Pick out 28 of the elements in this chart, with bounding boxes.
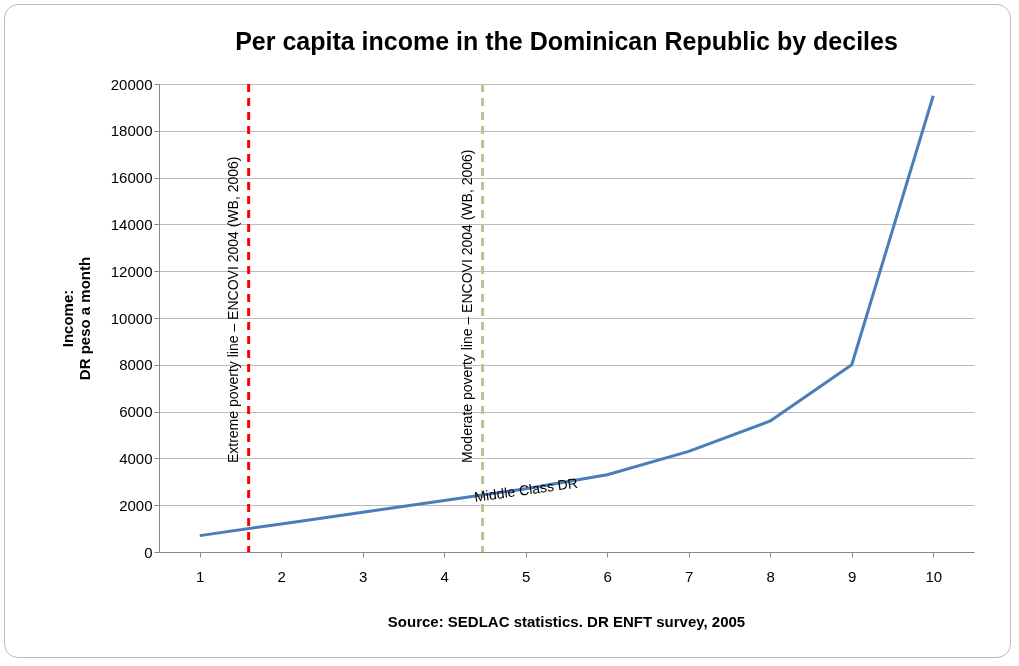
y-tick-label: 20000 [110, 75, 153, 93]
x-tick-label: 6 [603, 567, 612, 585]
x-tick-label: 7 [685, 567, 694, 585]
x-tick-label: 10 [925, 567, 943, 585]
y-tick-label: 12000 [110, 262, 153, 280]
y-axis-title: Income: DR peso a month [58, 256, 93, 381]
y-tick-label: 4000 [119, 449, 153, 467]
x-tick-label: 5 [522, 567, 531, 585]
x-tick-label: 2 [277, 567, 286, 585]
line-series [198, 94, 935, 538]
source-note: Source: SEDLAC statistics. DR ENFT survey, 2005 [387, 613, 746, 630]
ref-line-label: Moderate poverty line – ENCOVI 2004 (WB, 2006) [458, 149, 475, 464]
y-tick-label: 0 [144, 543, 153, 561]
y-tick-label: 10000 [110, 309, 153, 327]
y-tick-label: 18000 [110, 122, 153, 140]
x-tick-label: 4 [440, 567, 449, 585]
ref-line-label: Extreme poverty line – ENCOVI 2004 (WB, 2006) [224, 156, 241, 464]
x-tick-label: 1 [196, 567, 205, 585]
y-tick-label: 2000 [119, 496, 153, 514]
y-tick-label: 14000 [110, 215, 153, 233]
annotation: Middle Class DR [473, 474, 579, 505]
chart-title: Per capita income in the Dominican Republic by deciles [235, 27, 898, 55]
x-tick-label: 9 [848, 567, 857, 585]
y-tick-label: 8000 [119, 356, 153, 374]
x-tick-label: 8 [766, 567, 775, 585]
y-tick-label: 16000 [110, 169, 153, 187]
y-tick-label: 6000 [119, 403, 153, 421]
x-tick-label: 3 [359, 567, 368, 585]
